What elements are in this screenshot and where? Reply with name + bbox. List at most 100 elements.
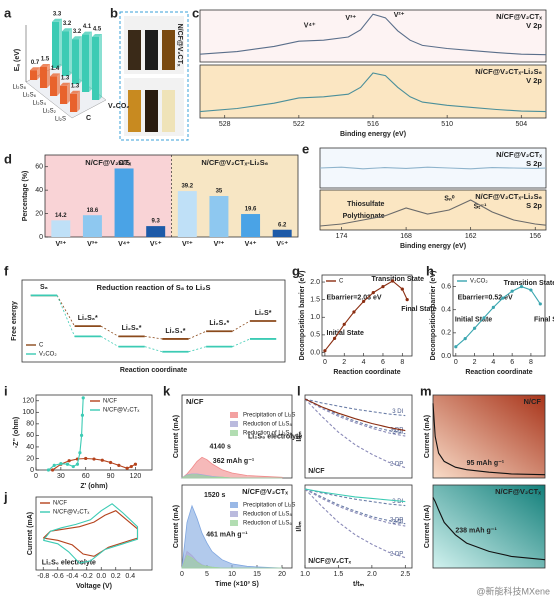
x-tick-label: 15 bbox=[253, 571, 261, 578]
series-line bbox=[304, 398, 406, 432]
line-label: 3 DP bbox=[390, 427, 403, 433]
annotation: 238 mAh g⁻¹ bbox=[455, 527, 497, 534]
panel-letter: f bbox=[4, 263, 9, 278]
value-label: 3.3 bbox=[53, 11, 62, 17]
y-axis-label: -Z'' (ohm) bbox=[13, 417, 20, 448]
panel-title: N/CF bbox=[524, 397, 542, 406]
point bbox=[332, 336, 337, 340]
x-tick-label: -0.8 bbox=[37, 573, 49, 580]
value-label: 4.5 bbox=[93, 27, 102, 33]
y-tick-label: 80 bbox=[26, 421, 34, 428]
point bbox=[129, 464, 133, 469]
annotation: Li₂S₈ electrolyte bbox=[248, 433, 302, 440]
area bbox=[181, 554, 282, 569]
annotation: Li₂S₆ electrolyte bbox=[42, 560, 96, 567]
x-tick-label: 4 bbox=[362, 359, 366, 366]
x-tick-label: 522 bbox=[293, 121, 305, 128]
value-label: 3.2 bbox=[73, 29, 82, 35]
panel-letter: h bbox=[426, 263, 434, 278]
series-line bbox=[48, 397, 84, 471]
y-tick-label: 0.2 bbox=[441, 330, 451, 337]
legend-label: Reduction of Li₂S₆ bbox=[243, 521, 292, 527]
x-tick-label: 0 bbox=[180, 571, 184, 578]
x-tick-label: 8 bbox=[529, 359, 533, 366]
point bbox=[510, 289, 514, 293]
line-label: 2 DI bbox=[392, 520, 403, 526]
legend-label: Reduction of Li₂S₈ bbox=[243, 422, 292, 428]
legend-label: N/CF bbox=[53, 501, 67, 507]
connector bbox=[56, 295, 75, 327]
point bbox=[79, 433, 84, 437]
point bbox=[80, 413, 84, 417]
x-tick-label: 90 bbox=[107, 473, 115, 480]
legend-swatch bbox=[230, 502, 238, 508]
value-label: 1.4 bbox=[51, 66, 60, 72]
bar-top bbox=[52, 18, 62, 22]
point bbox=[65, 462, 70, 466]
legend-label: C bbox=[339, 279, 344, 285]
panel-subtitle: V 2p bbox=[526, 21, 542, 30]
plot-frame bbox=[432, 394, 546, 479]
line-label: 2 DP bbox=[390, 461, 403, 467]
vial bbox=[145, 90, 158, 132]
x-tick-label: V⁵⁺ bbox=[150, 241, 162, 248]
x-tick-label: 5 bbox=[205, 571, 209, 578]
plot-frame bbox=[44, 154, 299, 238]
x-tick-label: 30 bbox=[57, 473, 65, 480]
annotation: V⁴⁺ bbox=[304, 22, 316, 29]
bar bbox=[241, 214, 261, 237]
x-tick-label: 2 bbox=[342, 359, 346, 366]
annotation: V²⁺ bbox=[394, 12, 405, 19]
point bbox=[519, 284, 524, 289]
point bbox=[52, 463, 56, 467]
value-label: 4.1 bbox=[83, 24, 92, 30]
bar-top bbox=[62, 28, 72, 32]
x-tick-label: 2.0 bbox=[367, 571, 377, 578]
x-tick-label: 162 bbox=[465, 233, 477, 240]
y-tick-label: 40 bbox=[35, 187, 43, 194]
bar bbox=[177, 191, 197, 237]
y-axis-label: Eₐ (eV) bbox=[14, 49, 21, 71]
bar bbox=[60, 85, 67, 104]
bar bbox=[51, 220, 71, 237]
x-tick-label: V³⁺ bbox=[214, 241, 225, 248]
x-tick-label: 6 bbox=[510, 359, 514, 366]
bar-top bbox=[30, 67, 40, 71]
value-label: 35 bbox=[216, 189, 223, 195]
bar bbox=[52, 21, 59, 68]
annotation: Initial State bbox=[327, 330, 364, 337]
series-line bbox=[42, 510, 139, 557]
line-label: 3 DI bbox=[392, 499, 403, 505]
point bbox=[482, 316, 486, 320]
y-axis-label: Current (mA) bbox=[173, 505, 180, 548]
point bbox=[352, 310, 356, 314]
legend-label: N/CF bbox=[103, 399, 117, 405]
value-label: 1.3 bbox=[71, 83, 80, 89]
plot-background bbox=[200, 10, 546, 62]
panel-title: N/CF@V₂CTₓ bbox=[496, 150, 542, 159]
value-label: 1.5 bbox=[41, 57, 50, 63]
bar-side bbox=[69, 28, 72, 76]
category-label: Li₂S₂ bbox=[43, 109, 57, 115]
plot-frame bbox=[35, 394, 153, 471]
series-line bbox=[432, 403, 546, 476]
heat-background bbox=[433, 485, 545, 568]
annotation: 95 mAh g⁻¹ bbox=[467, 460, 505, 467]
bar-top bbox=[50, 73, 60, 77]
point bbox=[59, 462, 63, 466]
point bbox=[75, 462, 80, 466]
point bbox=[400, 287, 404, 291]
y-tick-label: 60 bbox=[26, 432, 34, 439]
group-title: N/CF@V₂CTₓ bbox=[85, 158, 131, 167]
value-label: 1.3 bbox=[61, 75, 70, 81]
x-tick-label: 20 bbox=[278, 571, 286, 578]
panel-subtitle: V 2p bbox=[526, 76, 542, 85]
annotation: Initial State bbox=[455, 316, 492, 323]
panel-title: Reduction reaction of S₈ to Li₂S bbox=[97, 283, 211, 292]
y-axis-label: I/Iₘ bbox=[296, 521, 303, 532]
annotation: 4140 s bbox=[210, 443, 232, 450]
bar-side bbox=[79, 36, 82, 84]
annotation: Ebarrier=0.52 eV bbox=[458, 295, 513, 302]
point bbox=[117, 463, 121, 467]
x-tick-label: 2.5 bbox=[400, 571, 410, 578]
